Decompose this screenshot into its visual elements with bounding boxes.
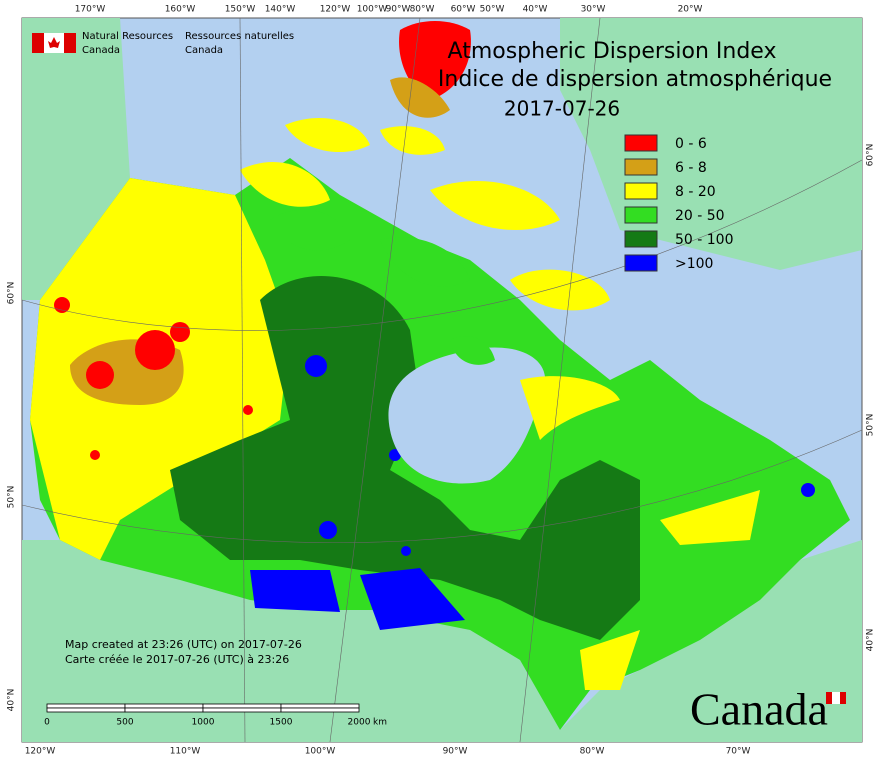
lon-label: 80°W xyxy=(580,747,605,757)
scale-segment xyxy=(280,707,360,713)
lat-label: 60°N xyxy=(7,282,17,305)
lon-label: 160°W xyxy=(165,5,196,15)
lon-label: 90°W xyxy=(386,5,411,15)
lon-label: 150°W xyxy=(225,5,256,15)
lon-label: 70°W xyxy=(726,747,751,757)
note: Carte créée le 2017-07-26 (UTC) à 23:26 xyxy=(65,653,289,666)
graticule-labels: 170°W 160°W 150°W 140°W 120°W 100°W90°W 80°W 60… xyxy=(7,5,876,757)
legend-swatch xyxy=(624,158,658,176)
dept-en: Natural Resources xyxy=(82,31,173,42)
note: Map created at 23:26 (UTC) on 2017-07-26 xyxy=(65,638,302,651)
canada-wordmark: Canada xyxy=(690,684,828,735)
scale-segment xyxy=(202,703,282,709)
scale-label: 1000 xyxy=(192,718,215,728)
graticule-lines xyxy=(21,17,863,743)
scale-unit: km xyxy=(373,718,387,728)
dept-fr: Canada xyxy=(185,45,223,56)
lat-label: 50°N xyxy=(866,414,876,437)
lat-label: 50°N xyxy=(7,486,17,509)
lon-label: 40°W xyxy=(523,5,548,15)
legend-label: 20 - 50 xyxy=(675,208,725,224)
legend-label: 50 - 100 xyxy=(675,232,734,248)
scale-segment xyxy=(280,703,360,709)
legend-swatch xyxy=(624,206,658,224)
lon-label: 30°W xyxy=(581,5,606,15)
legend-swatch xyxy=(624,182,658,200)
dept-fr: Ressources naturelles xyxy=(185,31,294,42)
title-date: 2017-07-26 xyxy=(504,97,620,121)
legend-label: 0 - 6 xyxy=(675,136,707,152)
lon-label: 90°W xyxy=(443,747,468,757)
lon-label: 100°W xyxy=(357,5,388,15)
lon-label: 50°W xyxy=(480,5,505,15)
lon-label: 80°W xyxy=(410,5,435,15)
lat-label: 40°N xyxy=(7,689,17,712)
lon-label: 100°W xyxy=(305,747,336,757)
scale-label: 500 xyxy=(116,718,133,728)
scale-label: 0 xyxy=(44,718,50,728)
lon-label: 140°W xyxy=(265,5,296,15)
legend: 0 - 6 6 - 8 8 - 20 20 - 50 50 - 100 >100 xyxy=(624,134,734,272)
legend-label: 8 - 20 xyxy=(675,184,716,200)
scale-label: 2000 xyxy=(348,718,371,728)
lon-label: 120°W xyxy=(320,5,351,15)
lon-label: 20°W xyxy=(678,5,703,15)
wordmark: Canada xyxy=(690,684,846,735)
scale-segment xyxy=(46,707,126,713)
lat-label: 60°N xyxy=(866,144,876,167)
index-zones xyxy=(30,21,850,730)
legend-label: >100 xyxy=(675,256,713,272)
scale-segment xyxy=(124,703,204,709)
lon-label: 170°W xyxy=(75,5,106,15)
lon-label: 110°W xyxy=(170,747,201,757)
title-en: Atmospheric Dispersion Index xyxy=(448,39,777,64)
scale-segment xyxy=(46,703,126,709)
nrcan-signature: Natural Resources Canada Ressources natu… xyxy=(32,31,294,56)
scale-bar: 0 500 1000 1500 2000 km xyxy=(44,703,387,728)
lat-label: 40°N xyxy=(866,629,876,652)
lon-label: 60°W xyxy=(451,5,476,15)
dept-en: Canada xyxy=(82,45,120,56)
lon-label: 120°W xyxy=(25,747,56,757)
legend-swatch xyxy=(624,230,658,248)
legend-swatch xyxy=(624,134,658,152)
title-fr: Indice de dispersion atmosphérique xyxy=(438,67,832,92)
legend-label: 6 - 8 xyxy=(675,160,707,176)
scale-label: 1500 xyxy=(270,718,293,728)
scale-segment xyxy=(124,707,204,713)
scale-segment xyxy=(202,707,282,713)
legend-swatch xyxy=(624,254,658,272)
